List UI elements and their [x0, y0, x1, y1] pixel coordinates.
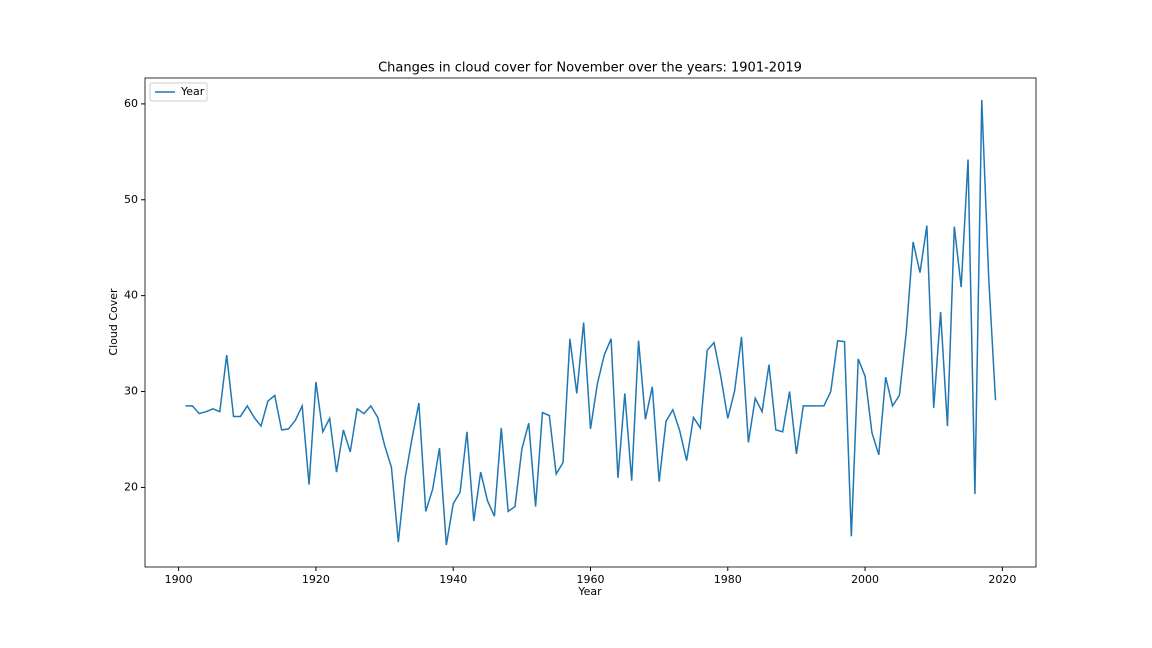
x-tick-label: 1900: [165, 573, 193, 586]
chart-title: Changes in cloud cover for November over…: [378, 61, 802, 76]
x-tick-label: 1980: [714, 573, 742, 586]
x-tick-label: 1920: [302, 573, 330, 586]
y-tick-label: 30: [124, 385, 138, 398]
data-line: [185, 100, 997, 546]
x-tick-label: 2020: [988, 573, 1016, 586]
y-tick-label: 40: [124, 289, 138, 302]
x-tick-label: 2000: [851, 573, 879, 586]
plot-frame: [144, 77, 1037, 568]
legend-box: [149, 82, 208, 102]
y-tick-label: 20: [124, 480, 138, 493]
x-axis-label: Year: [577, 585, 602, 598]
x-tick-label: 1960: [577, 573, 605, 586]
x-tick-label: 1940: [439, 573, 467, 586]
y-axis-label: Cloud Cover: [107, 288, 120, 356]
y-tick-label: 50: [124, 193, 138, 206]
y-tick-label: 60: [124, 97, 138, 110]
legend-label: Year: [180, 85, 205, 98]
